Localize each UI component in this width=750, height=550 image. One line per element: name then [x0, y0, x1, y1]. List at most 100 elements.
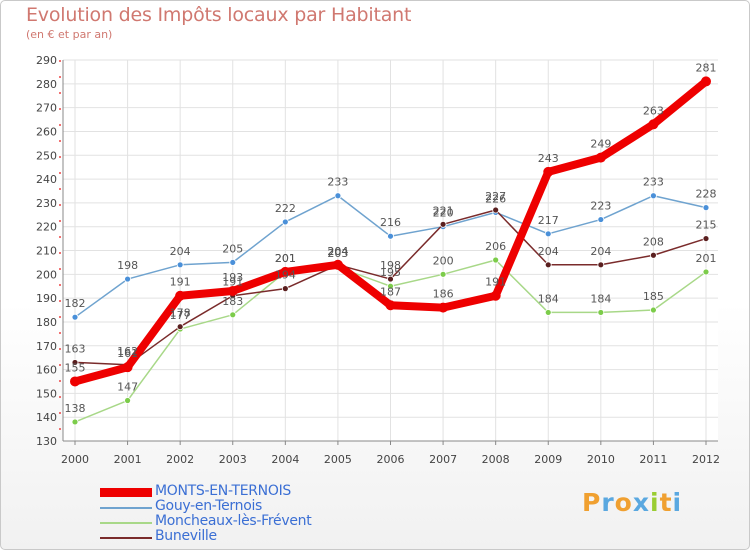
data-label-monts-en-ternois: 191: [485, 276, 506, 289]
data-point-moncheaux-l-s-fr-vent: [439, 270, 447, 278]
data-point-monts-en-ternois: [175, 290, 186, 301]
data-label-monts-en-ternois: 204: [327, 245, 348, 258]
data-label-moncheaux-l-s-fr-vent: 203: [327, 247, 348, 260]
legend-item-monts-en-ternois: MONTS-EN-TERNOIS: [100, 483, 360, 501]
data-point-gouy-en-ternois: [597, 216, 605, 223]
y-tick-label: 230: [36, 197, 57, 210]
data-label-monts-en-ternois: 161: [117, 347, 138, 360]
chart-title: Evolution des Impôts locaux par Habitant: [26, 4, 412, 26]
data-point-moncheaux-l-s-fr-vent: [387, 282, 394, 290]
data-label-moncheaux-l-s-fr-vent: 201: [696, 252, 717, 265]
legend-swatch-moncheaux: [100, 522, 152, 524]
data-label-monts-en-ternois: 263: [643, 104, 664, 117]
logo-letter: P: [582, 488, 602, 517]
data-label-buneville: 194: [275, 269, 296, 282]
data-point-gouy-en-ternois: [124, 275, 131, 283]
data-label-monts-en-ternois: 281: [696, 61, 717, 74]
data-point-buneville: [387, 275, 394, 283]
data-label-monts-en-ternois: 186: [433, 288, 454, 301]
y-tick-label: 200: [36, 268, 57, 281]
data-label-buneville: 198: [380, 259, 401, 272]
y-tick-label: 240: [36, 173, 57, 186]
data-point-monts-en-ternois: [595, 152, 606, 163]
data-point-buneville: [650, 251, 657, 259]
y-tick-label: 140: [36, 411, 57, 424]
data-point-moncheaux-l-s-fr-vent: [650, 306, 657, 314]
data-label-buneville: 204: [327, 245, 348, 258]
data-point-moncheaux-l-s-fr-vent: [702, 268, 710, 276]
data-point-moncheaux-l-s-fr-vent: [492, 256, 500, 264]
x-tick-label: 2010: [587, 453, 615, 466]
data-point-buneville: [176, 323, 184, 331]
data-point-gouy-en-ternois: [702, 204, 710, 212]
data-label-gouy-en-ternois: 182: [65, 297, 86, 310]
legend-label-gouy: Gouy-en-Ternois: [155, 498, 263, 514]
data-labels: 182 198 204 205 222 233 216 220 226 217 223 233 228 1…: [65, 61, 717, 415]
data-label-moncheaux-l-s-fr-vent: 183: [222, 295, 243, 308]
data-label-buneville: 191: [222, 276, 243, 289]
data-point-monts-en-ternois: [701, 76, 711, 87]
data-label-gouy-en-ternois: 217: [538, 214, 559, 227]
y-tick-label: 280: [36, 78, 57, 91]
data-label-buneville: 162: [117, 345, 138, 358]
data-label-gouy-en-ternois: 198: [117, 259, 138, 272]
data-point-monts-en-ternois: [648, 119, 659, 130]
data-point-buneville: [439, 220, 447, 228]
data-point-monts-en-ternois: [385, 300, 396, 311]
x-tick-label: 2000: [61, 453, 89, 466]
data-point-monts-en-ternois: [227, 285, 238, 296]
data-point-gouy-en-ternois: [650, 192, 657, 200]
data-label-buneville: 178: [170, 307, 191, 320]
legend-label-moncheaux: Moncheaux-lès-Frévent: [155, 513, 312, 529]
series-layer: [70, 76, 711, 426]
legend-swatch-buneville: [100, 537, 152, 539]
y-tick-label: 270: [36, 102, 57, 115]
legend-item-gouy-en-ternois: Gouy-en-Ternois: [100, 498, 360, 516]
logo-letter: i: [650, 488, 660, 517]
data-point-buneville: [492, 206, 500, 214]
data-label-buneville: 227: [485, 190, 506, 203]
y-tick-label: 210: [36, 245, 57, 258]
data-label-monts-en-ternois: 191: [170, 276, 191, 289]
y-tick-label: 150: [36, 387, 57, 400]
legend-item-buneville: Buneville: [100, 528, 360, 546]
x-tick-label: 2012: [692, 453, 720, 466]
data-label-moncheaux-l-s-fr-vent: 185: [643, 290, 664, 303]
grid-lines: [63, 59, 718, 442]
data-label-moncheaux-l-s-fr-vent: 200: [433, 254, 454, 267]
data-label-monts-en-ternois: 193: [222, 271, 243, 284]
data-label-moncheaux-l-s-fr-vent: 201: [275, 252, 296, 265]
x-tick-label: 2006: [377, 453, 405, 466]
data-label-moncheaux-l-s-fr-vent: 177: [170, 309, 191, 322]
data-label-buneville: 204: [590, 245, 611, 258]
data-label-buneville: 163: [65, 342, 86, 355]
data-label-moncheaux-l-s-fr-vent: 138: [65, 402, 86, 415]
logo-letter: t: [659, 488, 673, 517]
data-label-gouy-en-ternois: 220: [433, 207, 454, 220]
axes: 130 140 150 160 170 180 190 200 210 220 230 240 250 2…: [36, 54, 720, 466]
data-point-monts-en-ternois: [543, 166, 554, 177]
logo-letter: o: [614, 488, 633, 517]
data-point-monts-en-ternois: [490, 290, 501, 301]
legend-label-buneville: Buneville: [155, 528, 217, 544]
logo-letter: r: [601, 488, 615, 517]
data-point-monts-en-ternois: [438, 302, 449, 313]
data-label-gouy-en-ternois: 205: [222, 242, 243, 255]
data-label-gouy-en-ternois: 226: [485, 192, 506, 205]
x-tick-label: 2008: [482, 453, 510, 466]
data-label-gouy-en-ternois: 216: [380, 216, 401, 229]
x-tick-label: 2004: [271, 453, 299, 466]
data-point-buneville: [702, 235, 710, 242]
y-tick-label: 190: [36, 292, 57, 305]
data-label-gouy-en-ternois: 223: [590, 200, 611, 213]
data-label-monts-en-ternois: 187: [380, 285, 401, 298]
chart-subtitle: (en € et par an): [26, 28, 113, 41]
data-label-buneville: 208: [643, 235, 664, 248]
legend-swatch-monts: [100, 488, 152, 497]
data-label-gouy-en-ternois: 204: [170, 245, 191, 258]
data-label-moncheaux-l-s-fr-vent: 206: [485, 240, 506, 253]
data-label-buneville: 204: [538, 245, 559, 258]
data-point-gouy-en-ternois: [176, 261, 184, 269]
proxiti-logo: Proxiti: [582, 488, 682, 517]
y-tick-label: 290: [36, 54, 57, 67]
